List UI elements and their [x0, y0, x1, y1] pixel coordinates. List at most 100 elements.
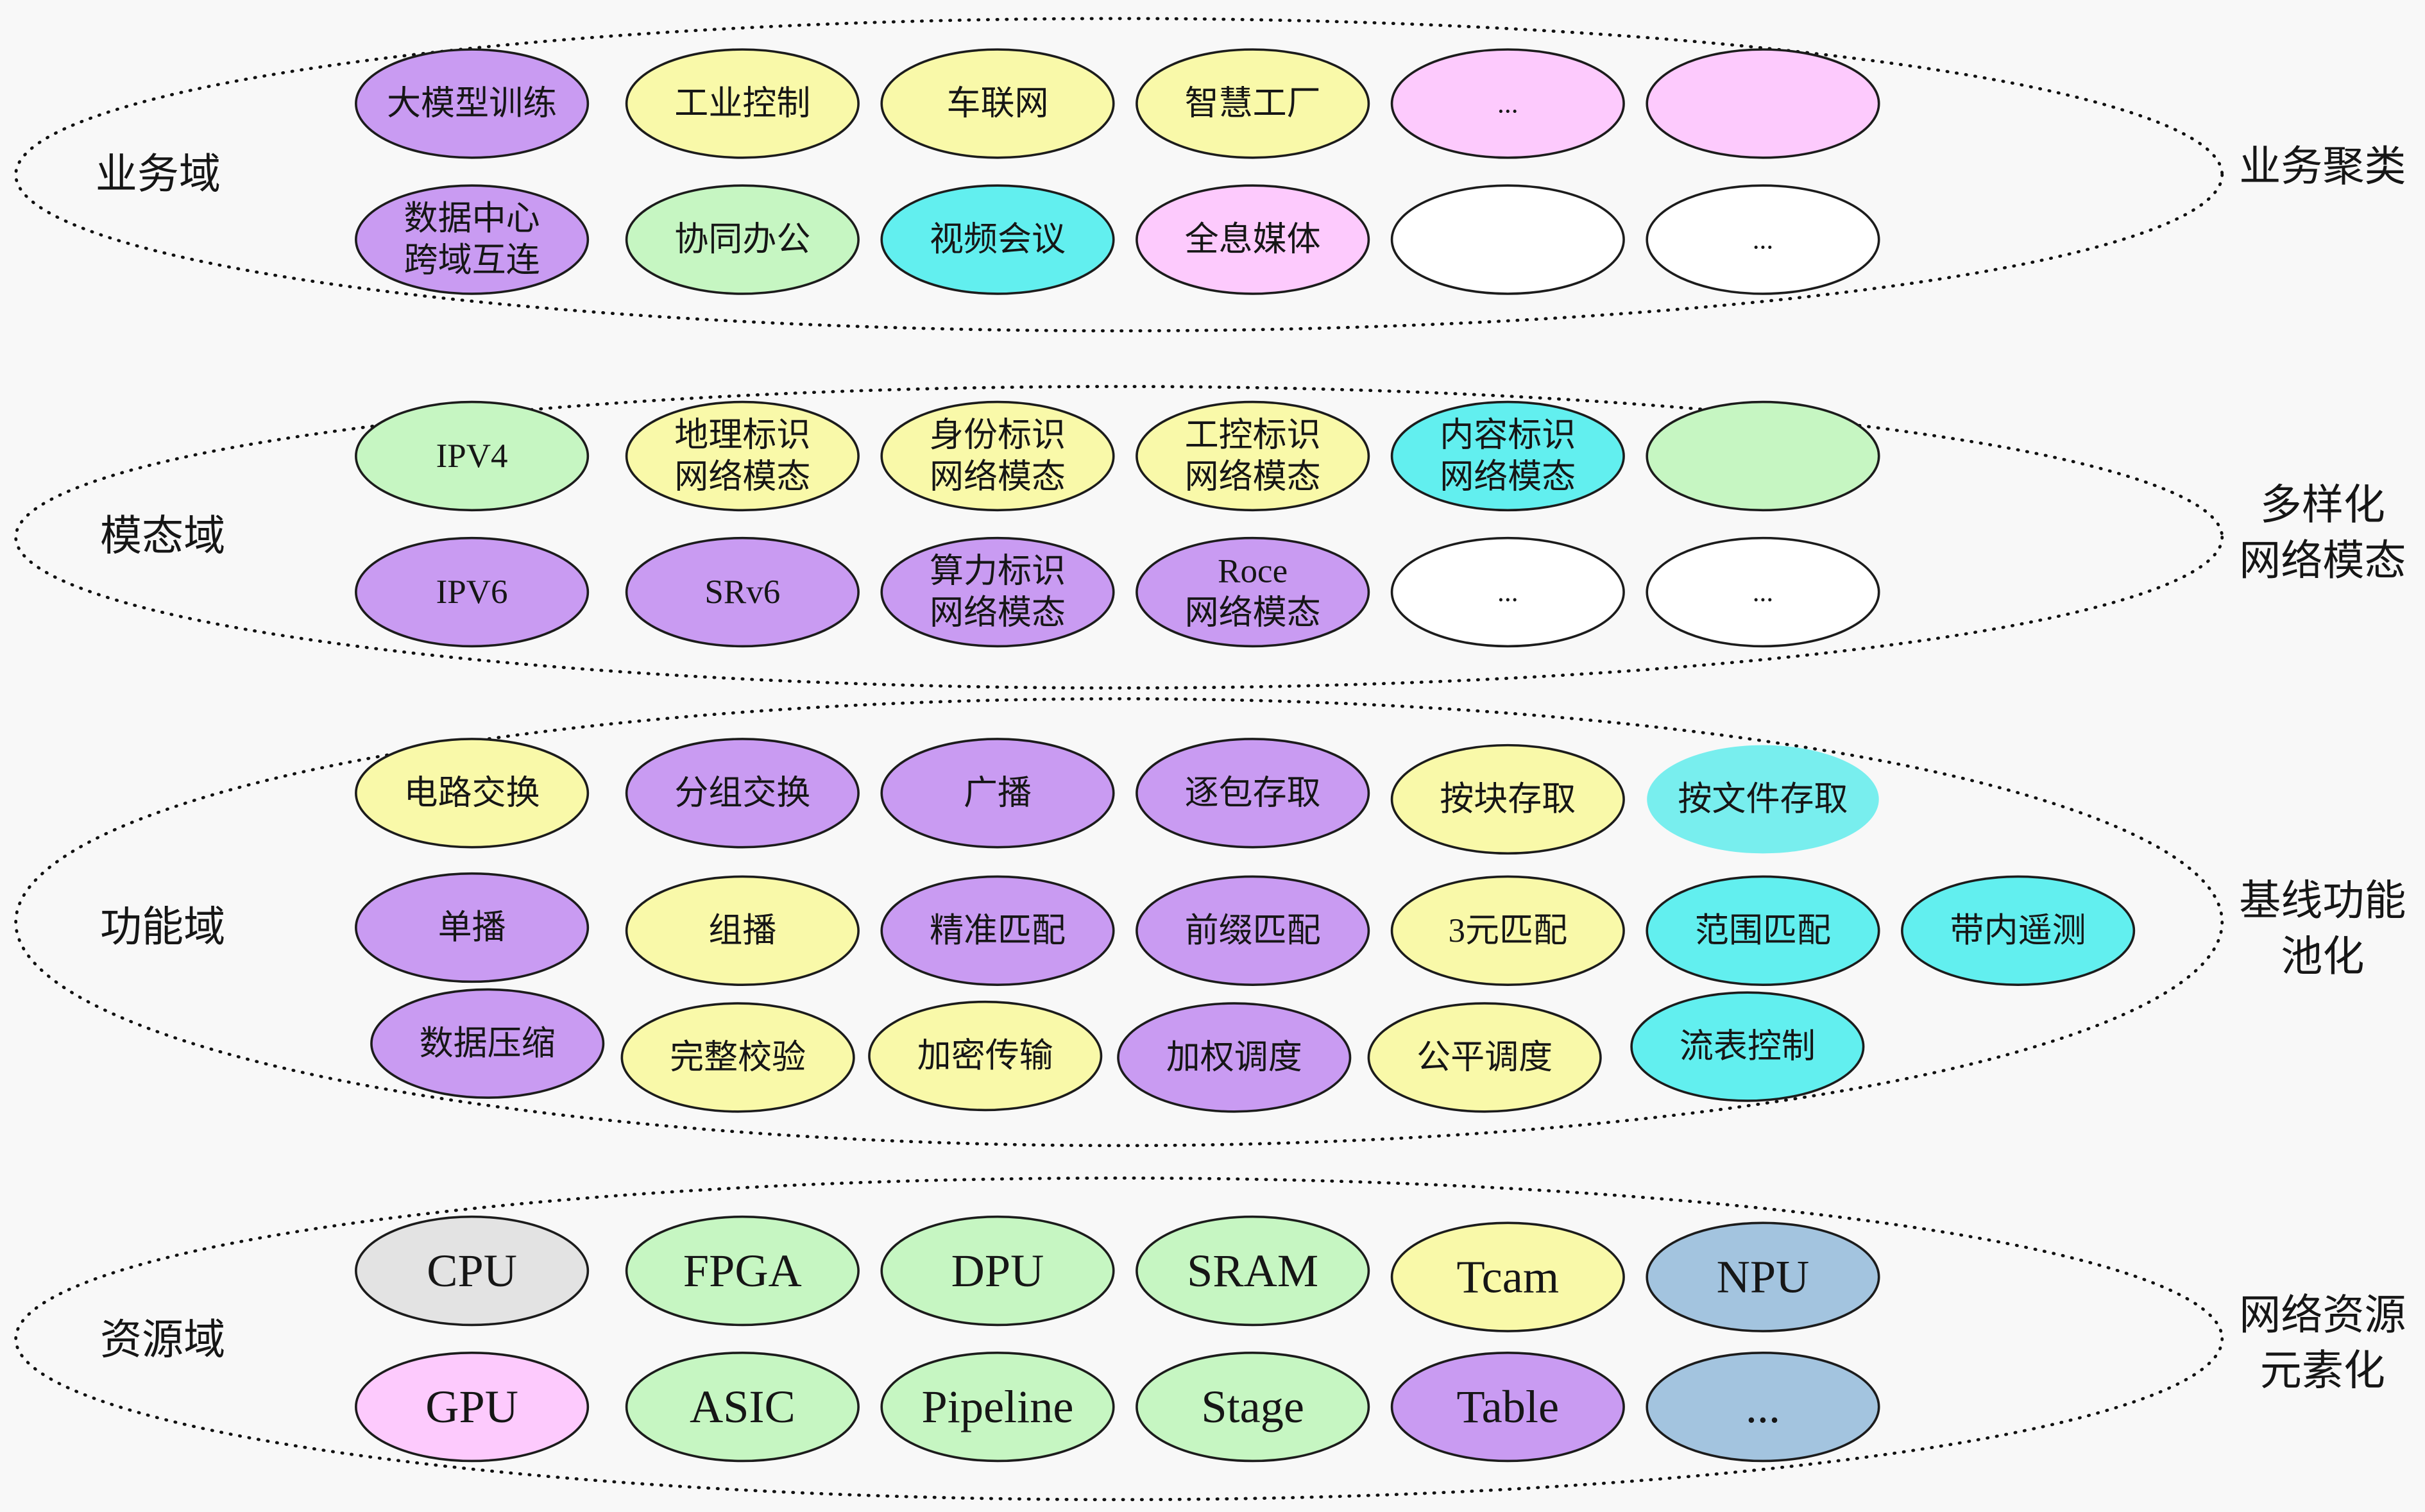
domain-node: 协同办公: [625, 184, 860, 295]
node-ellipse: [355, 536, 590, 648]
domain-node: 智慧工厂: [1136, 48, 1370, 159]
domain-summary-label: 多样化: [2260, 482, 2385, 529]
node-label: 数据中心: [404, 200, 540, 237]
node-ellipse: [880, 738, 1115, 849]
domain-node: 分组交换: [625, 738, 860, 849]
node-ellipse: [1646, 1221, 1880, 1332]
domain-node: Tcam: [1390, 1221, 1625, 1332]
domain-node: 广播: [880, 738, 1115, 849]
domain-node: 按块存取: [1390, 743, 1625, 855]
node-ellipse: [1136, 48, 1370, 159]
domain-label: 资源域: [100, 1317, 225, 1363]
domain-node: 加密传输: [868, 1000, 1103, 1112]
domain-node: ...: [1646, 184, 1880, 295]
domain-boundary: [14, 385, 2224, 690]
domain-node: ...: [1646, 536, 1880, 648]
node-ellipse: [1136, 400, 1370, 512]
node-label: 视频会议: [930, 221, 1066, 259]
domain-summary-label: 基线功能: [2239, 878, 2406, 924]
node-label: 广播: [964, 774, 1032, 811]
node-ellipse: [1390, 400, 1625, 512]
node-ellipse: [880, 400, 1115, 512]
domain-node: SRAM: [1136, 1215, 1370, 1327]
domain-boundary: [14, 697, 2224, 1148]
node-ellipse: [1630, 991, 1865, 1102]
node-label: 网络模态: [674, 458, 810, 495]
node-label: 完整校验: [670, 1039, 806, 1076]
domain-node: 精准匹配: [880, 875, 1115, 986]
domain-boundary: [14, 1176, 2224, 1502]
domain-node: 逐包存取: [1136, 738, 1370, 849]
node-label: 地理标识: [674, 416, 810, 454]
domain-node: 带内遥测: [1901, 875, 2136, 986]
node-ellipse: [355, 1351, 590, 1463]
node-label: 内容标识: [1440, 416, 1576, 454]
domain-node: 流表控制: [1630, 991, 1865, 1102]
node-label: 公平调度: [1417, 1039, 1553, 1076]
domain-node: NPU: [1646, 1221, 1880, 1332]
domain-node: GPU: [355, 1351, 590, 1463]
domain-node: CPU: [355, 1215, 590, 1327]
domain-summary-label: 池化: [2281, 934, 2364, 980]
domain-node: ...: [1390, 536, 1625, 648]
node-ellipse: [355, 400, 590, 512]
domain-summary-label: 元素化: [2260, 1348, 2385, 1395]
node-ellipse: [620, 1002, 855, 1113]
domain-label: 功能域: [100, 905, 225, 951]
domain-node: 电路交换: [355, 738, 590, 849]
domain-summary-label: 业务聚类: [2239, 144, 2406, 190]
node-label: 工业控制: [674, 85, 810, 122]
node-ellipse: [625, 875, 860, 986]
node-ellipse: [1390, 1221, 1625, 1332]
node-label: 按文件存取: [1678, 781, 1848, 818]
node-ellipse: [1646, 48, 1880, 159]
node-ellipse: [625, 1351, 860, 1463]
node-label: CPU: [427, 1245, 517, 1296]
domain-node: 大模型训练: [355, 48, 590, 159]
node-ellipse: [1367, 1002, 1602, 1113]
node-label: DPU: [951, 1245, 1044, 1296]
domain-node: SRv6: [625, 536, 860, 648]
node-ellipse: [1390, 875, 1625, 986]
domain-node: Table: [1390, 1351, 1625, 1463]
node-label: Pipeline: [922, 1381, 1074, 1432]
node-label: 前缀匹配: [1185, 912, 1321, 949]
node-label: 智慧工厂: [1185, 85, 1321, 122]
domain-node: 车联网: [880, 48, 1115, 159]
node-label: 单播: [438, 909, 506, 946]
domain-label: 模态域: [100, 513, 225, 559]
node-ellipse: [868, 1000, 1103, 1112]
node-label: 协同办公: [674, 221, 810, 259]
node-ellipse: [1390, 48, 1625, 159]
node-label: 加权调度: [1166, 1039, 1302, 1076]
node-label: 逐包存取: [1185, 774, 1321, 811]
node-label: 分组交换: [674, 774, 810, 811]
node-ellipse: [1646, 875, 1880, 986]
node-label: IPV4: [436, 437, 508, 475]
node-label: 范围匹配: [1695, 912, 1831, 949]
node-label: 带内遥测: [1950, 912, 2086, 949]
node-ellipse: [1136, 1351, 1370, 1463]
node-ellipse: [1136, 875, 1370, 986]
domain-node: Roce 网络模态: [1136, 536, 1370, 648]
node-label: 大模型训练: [387, 85, 557, 122]
node-label: 按块存取: [1440, 781, 1576, 818]
node-label: ...: [1753, 225, 1774, 255]
domain-node: Stage: [1136, 1351, 1370, 1463]
node-ellipse: [880, 536, 1115, 648]
node-label: 车联网: [946, 85, 1048, 122]
node-ellipse: [1390, 536, 1625, 648]
node-ellipse: [355, 1215, 590, 1327]
node-label: 组播: [708, 912, 776, 949]
domain-node: 视频会议: [880, 184, 1115, 295]
domain-node: 3元匹配: [1390, 875, 1625, 986]
node-ellipse: [625, 1215, 860, 1327]
domain-node: 数据压缩: [370, 988, 605, 1099]
node-ellipse: [880, 875, 1115, 986]
domain-boundary: [14, 17, 2224, 333]
node-ellipse: [355, 48, 590, 159]
